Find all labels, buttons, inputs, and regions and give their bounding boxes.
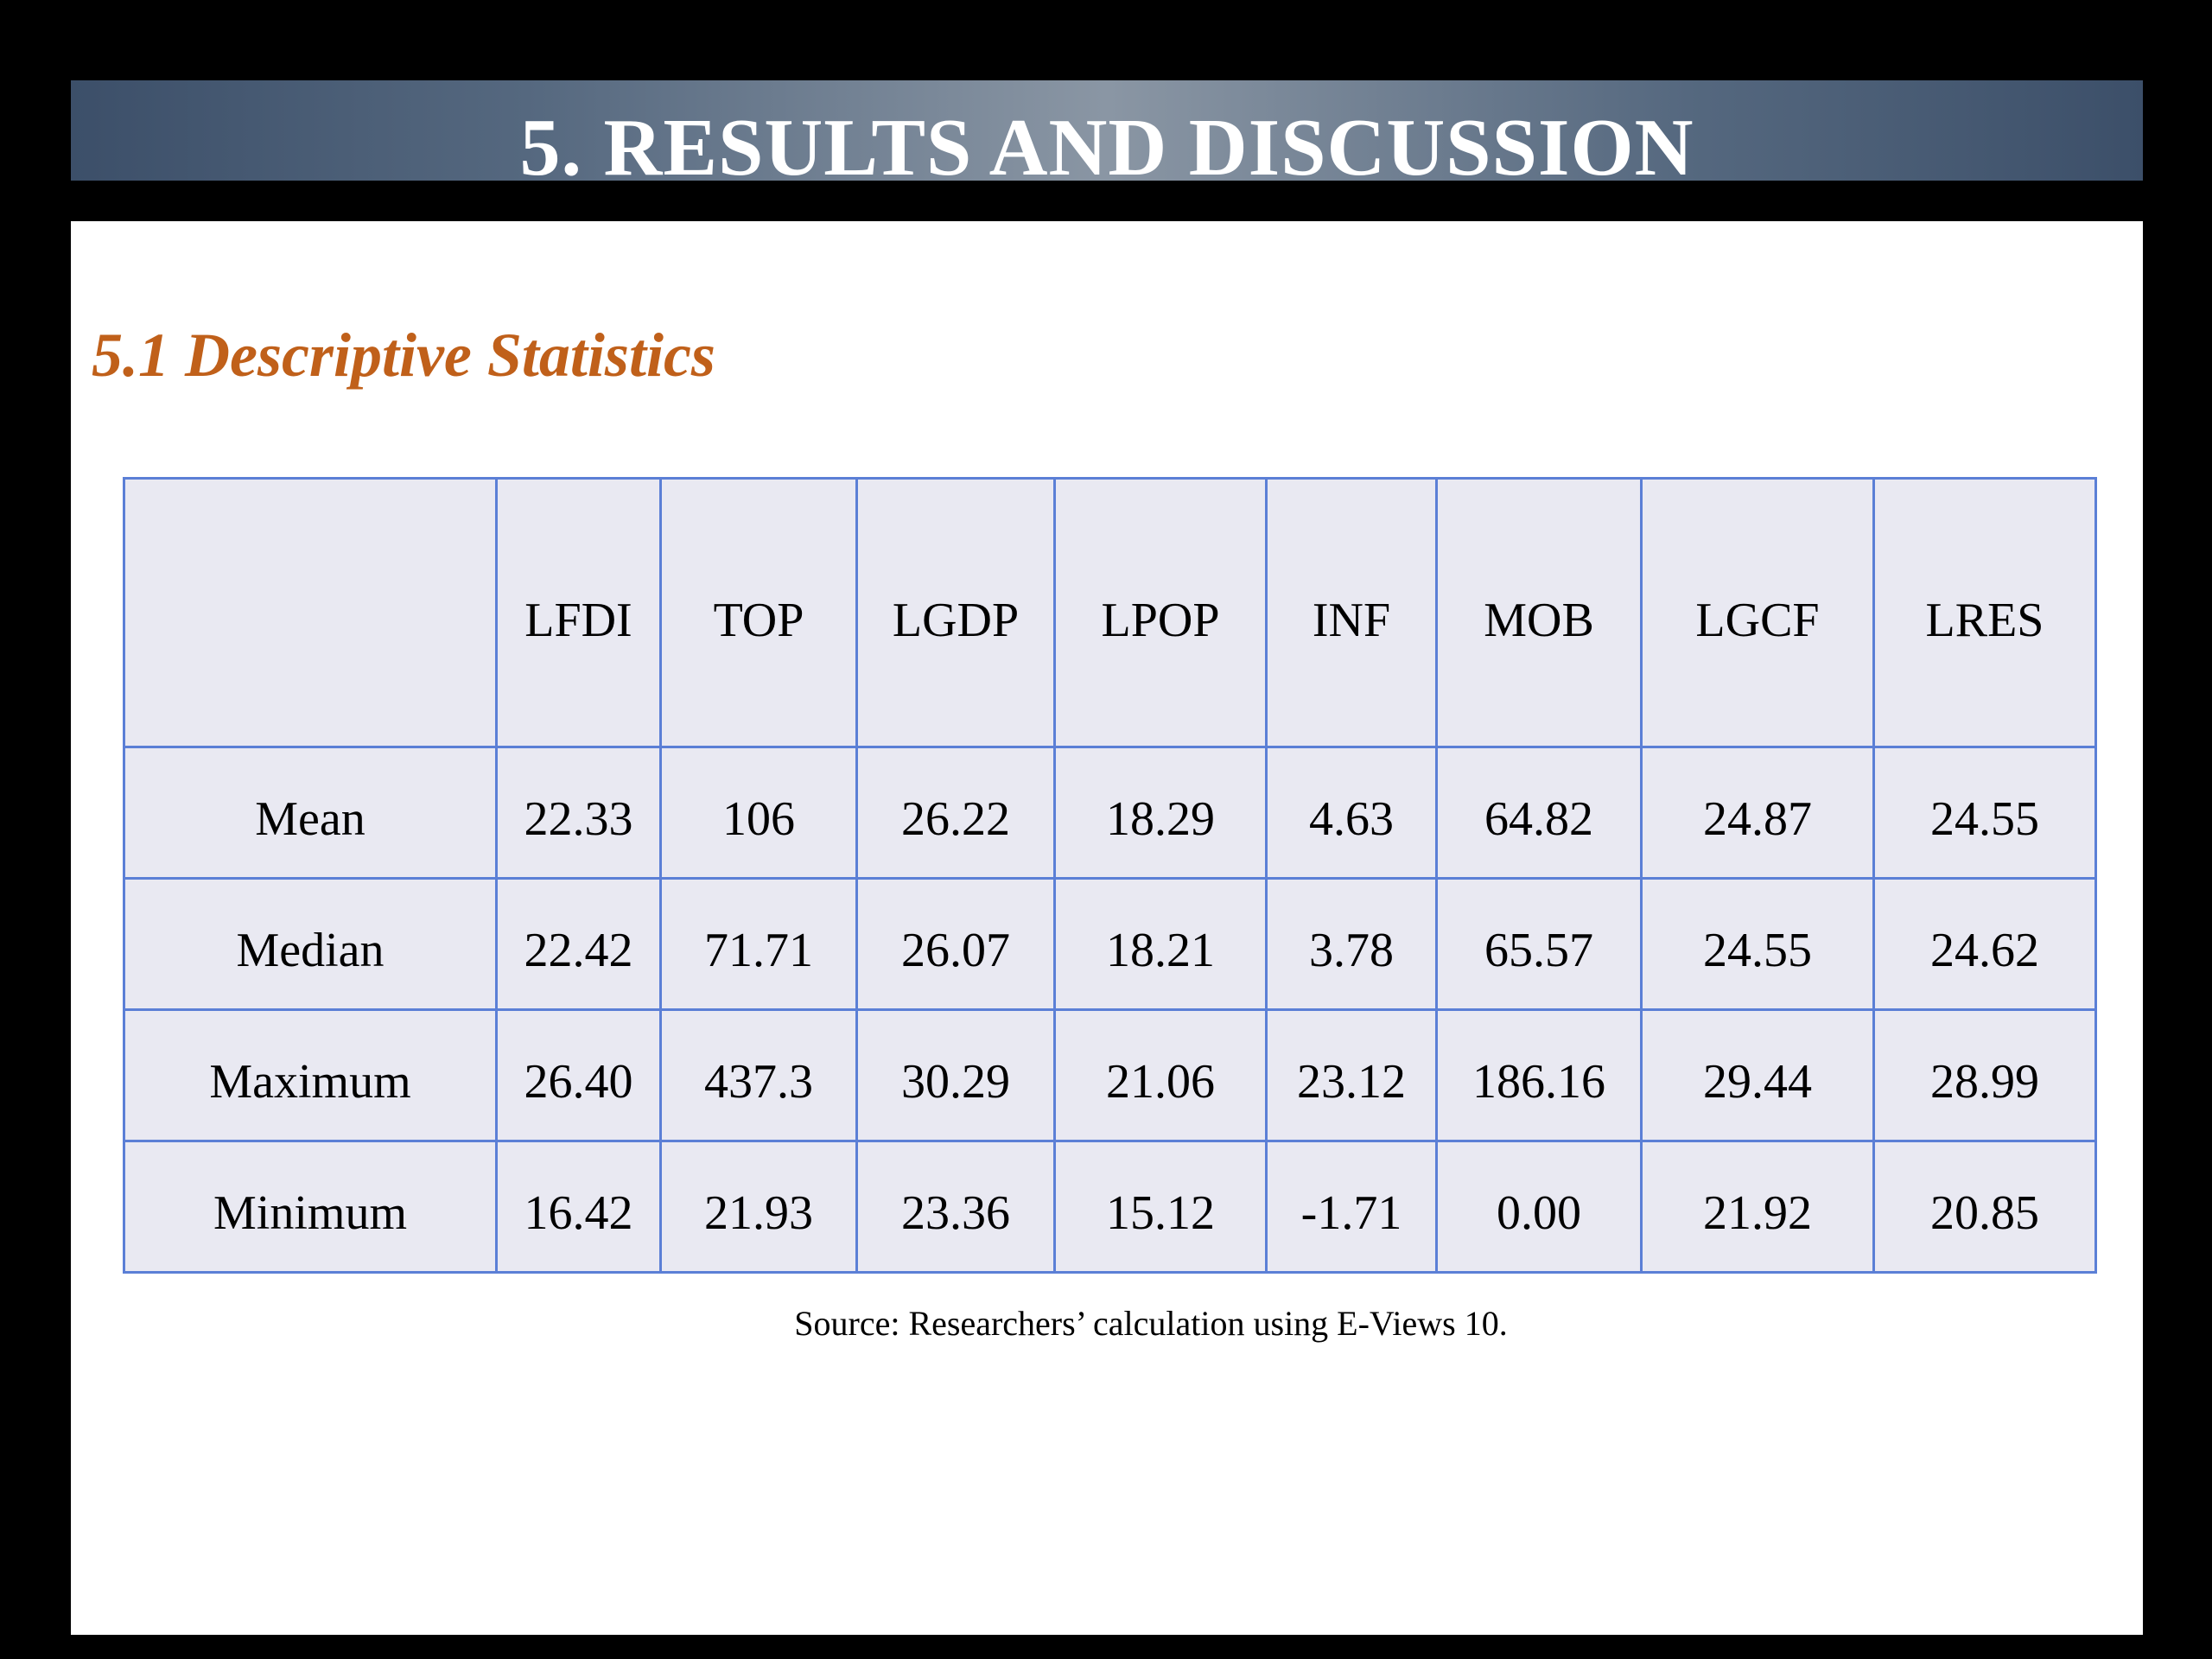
table-cell: 24.55 [1640,877,1875,1011]
row-label: Median [123,877,498,1011]
slide-content: 5.1 Descriptive Statistics LFDI TOP LGDP… [71,221,2143,1635]
table-cell: 20.85 [1872,1140,2097,1274]
descriptive-statistics-table: LFDI TOP LGDP LPOP INF MOB LGCF LRES Mea… [123,477,2097,1274]
table-cell: 29.44 [1640,1008,1875,1142]
table-cell: 3.78 [1265,877,1438,1011]
table-cell: 4.63 [1265,746,1438,880]
column-header: LGDP [855,477,1056,748]
table-cell: 18.29 [1053,746,1268,880]
table-cell: 23.12 [1265,1008,1438,1142]
table-header-row: LFDI TOP LGDP LPOP INF MOB LGCF LRES [123,477,2097,748]
table-cell: 24.55 [1872,746,2097,880]
table-cell: 65.57 [1435,877,1643,1011]
table-cell: 23.36 [855,1140,1056,1274]
table-cell: 24.87 [1640,746,1875,880]
table-cell: 64.82 [1435,746,1643,880]
table-cell: 15.12 [1053,1140,1268,1274]
column-header: TOP [659,477,858,748]
column-header: MOB [1435,477,1643,748]
table-cell: 106 [659,746,858,880]
column-header: INF [1265,477,1438,748]
table-cell: 18.21 [1053,877,1268,1011]
title-bar: 5. RESULTS AND DISCUSSION [71,80,2143,181]
table-row: Minimum 16.42 21.93 23.36 15.12 -1.71 0.… [123,1140,2097,1274]
table-row: Median 22.42 71.71 26.07 18.21 3.78 65.5… [123,877,2097,1011]
table-cell: 437.3 [659,1008,858,1142]
table-cell: 22.42 [495,877,662,1011]
table-cell: 21.93 [659,1140,858,1274]
slide-title: 5. RESULTS AND DISCUSSION [519,103,1694,181]
table-cell: 71.71 [659,877,858,1011]
table-cell: 186.16 [1435,1008,1643,1142]
column-header: LGCF [1640,477,1875,748]
table-cell: 26.22 [855,746,1056,880]
table-cell: 0.00 [1435,1140,1643,1274]
table-row: Maximum 26.40 437.3 30.29 21.06 23.12 18… [123,1008,2097,1142]
column-header: LRES [1872,477,2097,748]
column-header: LPOP [1053,477,1268,748]
row-label: Mean [123,746,498,880]
table-cell: -1.71 [1265,1140,1438,1274]
table-cell: 28.99 [1872,1008,2097,1142]
table-cell: 30.29 [855,1008,1056,1142]
table-corner-cell [123,477,498,748]
table-cell: 24.62 [1872,877,2097,1011]
table-cell: 26.07 [855,877,1056,1011]
row-label: Maximum [123,1008,498,1142]
table-cell: 26.40 [495,1008,662,1142]
table-cell: 22.33 [495,746,662,880]
section-heading: 5.1 Descriptive Statistics [92,321,715,390]
table-row: Mean 22.33 106 26.22 18.29 4.63 64.82 24… [123,746,2097,880]
table-cell: 16.42 [495,1140,662,1274]
table-cell: 21.06 [1053,1008,1268,1142]
row-label: Minimum [123,1140,498,1274]
table-cell: 21.92 [1640,1140,1875,1274]
source-note: Source: Researchers’ calculation using E… [794,1304,1508,1343]
column-header: LFDI [495,477,662,748]
